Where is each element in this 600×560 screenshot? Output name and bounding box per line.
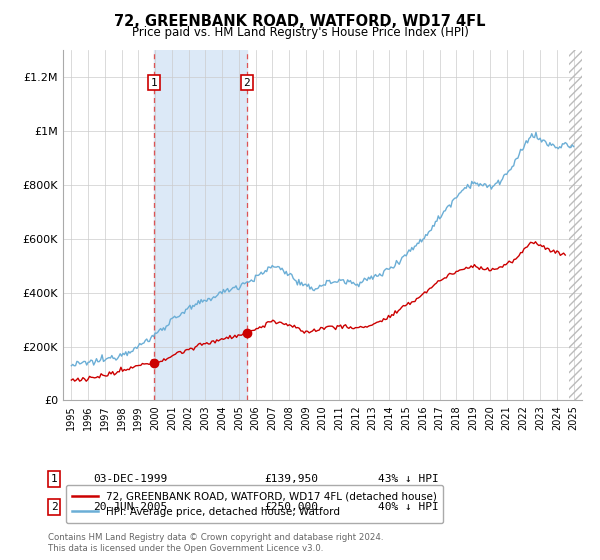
Text: 03-DEC-1999: 03-DEC-1999 <box>93 474 167 484</box>
Text: 2: 2 <box>243 78 250 88</box>
Text: 1: 1 <box>151 78 157 88</box>
Text: 72, GREENBANK ROAD, WATFORD, WD17 4FL: 72, GREENBANK ROAD, WATFORD, WD17 4FL <box>114 14 486 29</box>
Text: £250,000: £250,000 <box>264 502 318 512</box>
Text: 1: 1 <box>50 474 58 484</box>
Bar <box>154 50 247 400</box>
Bar <box>569 50 586 400</box>
Text: 40% ↓ HPI: 40% ↓ HPI <box>378 502 439 512</box>
Legend: 72, GREENBANK ROAD, WATFORD, WD17 4FL (detached house), HPI: Average price, deta: 72, GREENBANK ROAD, WATFORD, WD17 4FL (d… <box>65 485 443 523</box>
Text: £139,950: £139,950 <box>264 474 318 484</box>
Text: Contains HM Land Registry data © Crown copyright and database right 2024.
This d: Contains HM Land Registry data © Crown c… <box>48 533 383 553</box>
Text: Price paid vs. HM Land Registry's House Price Index (HPI): Price paid vs. HM Land Registry's House … <box>131 26 469 39</box>
Text: 20-JUN-2005: 20-JUN-2005 <box>93 502 167 512</box>
Text: 43% ↓ HPI: 43% ↓ HPI <box>378 474 439 484</box>
Text: 2: 2 <box>50 502 58 512</box>
